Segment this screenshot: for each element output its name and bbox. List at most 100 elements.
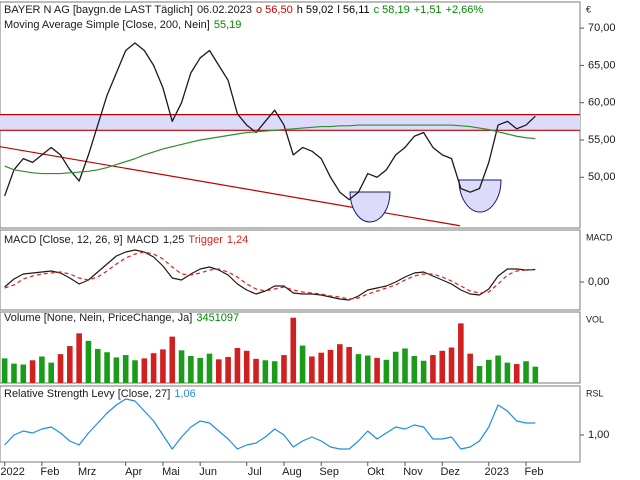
axis-unit: RSL — [586, 388, 604, 398]
macd-panel — [0, 229, 581, 311]
volume-bar — [346, 347, 352, 383]
quote-label: +1,51 — [414, 4, 442, 16]
x-tick-label: 2023 — [485, 466, 509, 478]
panel-header: BAYER N AG [baygn.de LAST Täglich] 06.02.… — [4, 4, 483, 16]
volume-bar — [11, 363, 17, 383]
volume-bar — [318, 352, 324, 383]
panel-title: Relative Strength Levy [Close, 27] — [4, 388, 170, 400]
volume-bar — [141, 358, 148, 383]
legend-name: BAYER N AG [baygn.de LAST Täglich] — [4, 4, 193, 16]
y-tick-label: 0,00 — [588, 276, 609, 288]
volume-bar — [337, 344, 343, 383]
volume-bar — [178, 350, 185, 383]
volume-bar — [253, 358, 259, 383]
legend-name: MACD — [127, 234, 159, 246]
volume-bar — [355, 354, 362, 383]
legend-name: Moving Average Simple [Close, 200, Nein] — [4, 19, 210, 31]
series-line — [4, 42, 536, 201]
volume-bar — [197, 357, 203, 383]
volume-bar — [113, 357, 120, 383]
volume-bar — [430, 355, 436, 383]
volume-bar — [523, 361, 529, 383]
x-tick-label: Feb — [525, 466, 544, 478]
volume-bar — [392, 351, 399, 383]
series-line — [4, 398, 536, 450]
volume-bar — [262, 360, 269, 383]
bottom-marker — [458, 179, 502, 213]
header-date: 06.02.2023 — [197, 4, 252, 16]
volume-bar — [364, 355, 371, 383]
y-tick-label: 70,00 — [588, 22, 616, 34]
quote-label: o 56,50 — [256, 4, 293, 16]
volume-bar — [532, 366, 539, 383]
series-line — [4, 249, 536, 301]
quote-label: c 58,19 — [374, 4, 410, 16]
volume-bar — [1, 358, 8, 383]
volume-bar — [513, 364, 520, 383]
level-band — [0, 114, 580, 131]
volume-bar — [216, 359, 222, 383]
axis-unit: MACD — [586, 232, 613, 242]
axis-unit: VOL — [586, 314, 604, 324]
volume-bar — [206, 353, 213, 383]
volume-bar — [448, 347, 455, 383]
axis-unit: € — [586, 4, 591, 14]
panel-header: Volume [None, Nein, PriceChange, Ja] 3451… — [4, 312, 239, 324]
volume-bar — [188, 356, 194, 383]
x-tick-label: Sep — [319, 466, 339, 478]
volume-bar — [374, 357, 380, 383]
y-tick-label: 50,00 — [588, 171, 616, 183]
x-tick-label: Mrz — [78, 466, 96, 478]
panel-title: Volume [None, Nein, PriceChange, Ja] — [4, 312, 192, 324]
volume-bar — [420, 360, 427, 383]
volume-bar — [299, 345, 306, 383]
volume-bar — [458, 323, 464, 383]
volume-bar — [57, 354, 64, 383]
x-tick-label: Okt — [367, 466, 384, 478]
volume-bar — [150, 353, 157, 383]
volume-bar — [290, 317, 297, 383]
volume-bar — [411, 356, 418, 383]
volume-bar — [169, 336, 176, 383]
series-line — [4, 124, 536, 175]
volume-bar — [94, 348, 101, 383]
volume-bar — [476, 365, 483, 383]
volume-bar — [243, 350, 250, 383]
quote-label: h 59,02 — [297, 4, 334, 16]
volume-bar — [467, 353, 473, 383]
volume-bar — [234, 347, 241, 383]
volume-bar — [271, 361, 278, 383]
volume-bar — [439, 350, 446, 383]
y-tick-label: 65,00 — [588, 59, 616, 71]
x-tick-label: Jul — [248, 466, 262, 478]
x-tick-label: Nov — [403, 466, 423, 478]
y-tick-label: 60,00 — [588, 97, 616, 109]
volume-bar — [48, 362, 54, 383]
volume-bar — [160, 349, 166, 383]
legend-name: Trigger — [188, 234, 223, 246]
series-line — [4, 251, 536, 300]
panel-header: MACD [Close, 12, 26, 9] MACD 1,25 Trigger 1,… — [4, 234, 248, 246]
quote-label: l 56,11 — [337, 4, 369, 16]
volume-bar — [402, 348, 408, 383]
volume-bar — [85, 340, 92, 383]
volume-bar — [29, 360, 36, 383]
volume-bar — [327, 349, 334, 383]
volume-bar — [39, 356, 45, 383]
x-tick-label: Mai — [162, 466, 180, 478]
volume-bar — [504, 362, 511, 383]
x-tick-label: Jun — [199, 466, 217, 478]
panel-header: Relative Strength Levy [Close, 27] 1,06 — [4, 388, 196, 400]
volume-bar — [309, 356, 315, 383]
volume-bar — [486, 359, 492, 383]
volume-bar — [76, 333, 82, 383]
legend-value: 55,19 — [214, 19, 242, 31]
quote-label: +2,66% — [446, 4, 484, 16]
y-tick-label: 55,00 — [588, 134, 616, 146]
volume-bar — [104, 352, 110, 383]
x-tick-label: 2022 — [0, 466, 24, 478]
x-tick-label: Dez — [440, 466, 460, 478]
y-tick-label: 1,00 — [588, 429, 609, 441]
volume-bar — [122, 355, 129, 383]
